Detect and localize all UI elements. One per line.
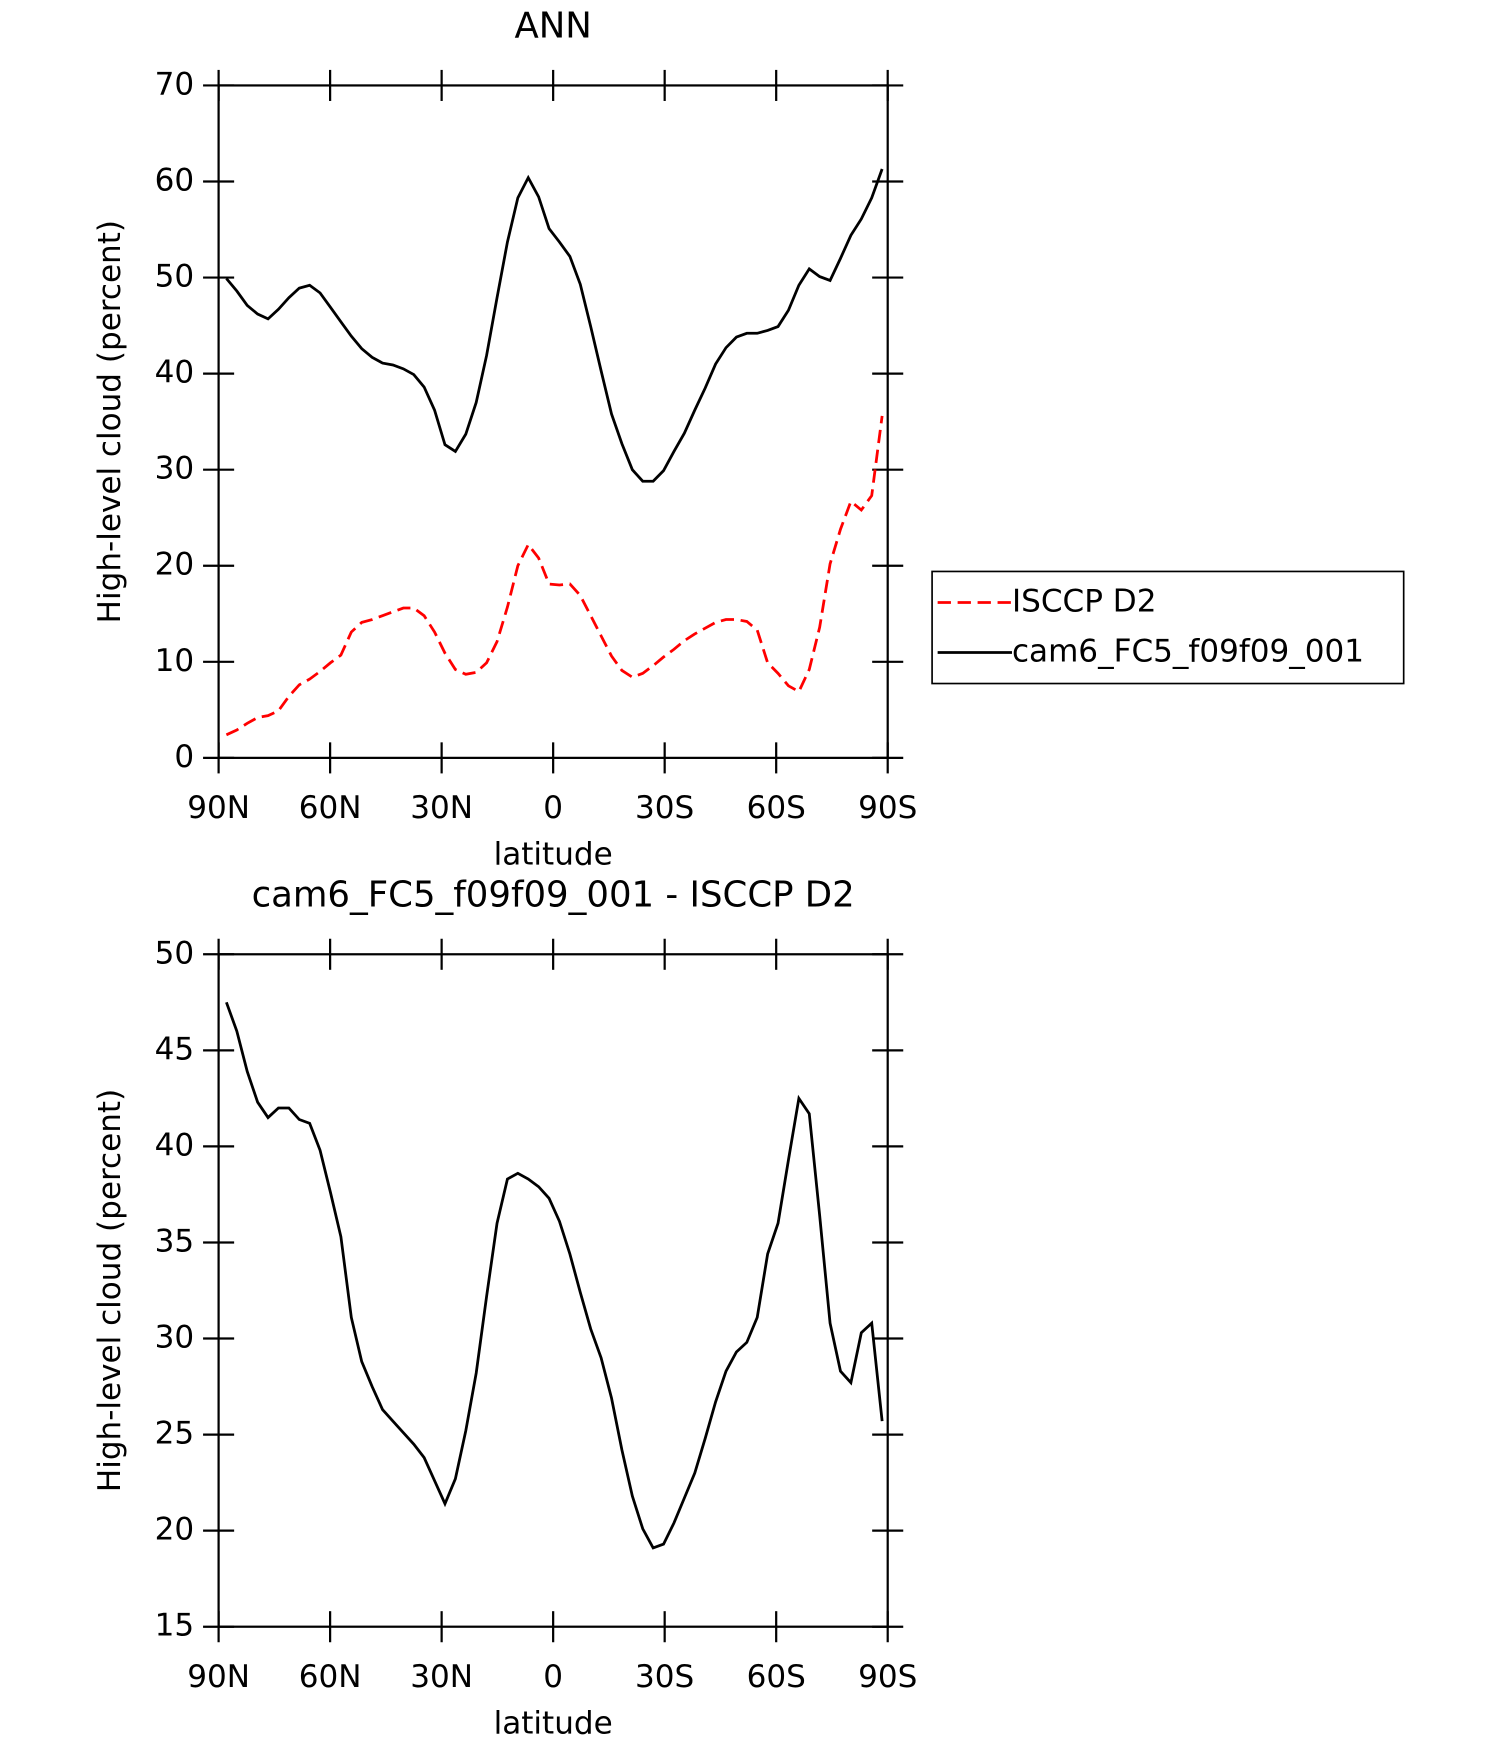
y-axis-label: High-level cloud (percent) bbox=[92, 220, 128, 623]
legend-label: ISCCP D2 bbox=[1012, 584, 1156, 620]
x-tick-label: 90N bbox=[187, 790, 250, 826]
x-tick-label: 60N bbox=[299, 790, 362, 826]
x-tick-label: 0 bbox=[543, 790, 563, 826]
y-tick-label: 15 bbox=[155, 1608, 195, 1644]
y-tick-label: 0 bbox=[174, 739, 194, 775]
y-tick-label: 50 bbox=[155, 259, 195, 295]
chart-title: cam6_FC5_f09f09_001 - ISCCP D2 bbox=[252, 875, 855, 916]
x-tick-label: 60N bbox=[299, 1659, 362, 1695]
data-line bbox=[225, 168, 884, 483]
x-tick-label: 60S bbox=[747, 1659, 806, 1695]
x-tick-label: 90S bbox=[858, 1659, 917, 1695]
plot-frame bbox=[217, 953, 889, 1628]
x-tick-label: 60S bbox=[747, 790, 806, 826]
y-tick-label: 60 bbox=[155, 163, 195, 199]
y-tick-label: 20 bbox=[155, 547, 195, 583]
legend-box bbox=[931, 570, 1405, 685]
y-tick-label: 35 bbox=[155, 1223, 195, 1259]
x-axis-label: latitude bbox=[494, 1705, 613, 1741]
x-tick-label: 30S bbox=[635, 1659, 694, 1695]
y-tick-label: 45 bbox=[155, 1031, 195, 1067]
legend-label: cam6_FC5_f09f09_001 bbox=[1012, 633, 1364, 669]
x-axis-label: latitude bbox=[494, 837, 613, 873]
x-tick-label: 90N bbox=[187, 1659, 250, 1695]
y-tick-label: 10 bbox=[155, 643, 195, 679]
x-tick-label: 0 bbox=[543, 1659, 563, 1695]
x-tick-label: 90S bbox=[858, 790, 917, 826]
y-tick-label: 40 bbox=[155, 355, 195, 391]
chart-title: ANN bbox=[514, 6, 591, 47]
y-tick-label: 70 bbox=[155, 66, 195, 102]
data-line bbox=[225, 415, 884, 737]
y-tick-label: 25 bbox=[155, 1416, 195, 1452]
y-tick-label: 40 bbox=[155, 1127, 195, 1163]
data-line bbox=[225, 1001, 884, 1550]
y-tick-label: 20 bbox=[155, 1512, 195, 1548]
y-tick-label: 30 bbox=[155, 1320, 195, 1356]
y-tick-label: 50 bbox=[155, 935, 195, 971]
x-tick-label: 30S bbox=[635, 790, 694, 826]
plot-frame bbox=[217, 84, 889, 759]
y-axis-label: High-level cloud (percent) bbox=[92, 1089, 128, 1492]
y-tick-label: 30 bbox=[155, 451, 195, 487]
x-tick-label: 30N bbox=[410, 790, 473, 826]
x-tick-label: 30N bbox=[410, 1659, 473, 1695]
